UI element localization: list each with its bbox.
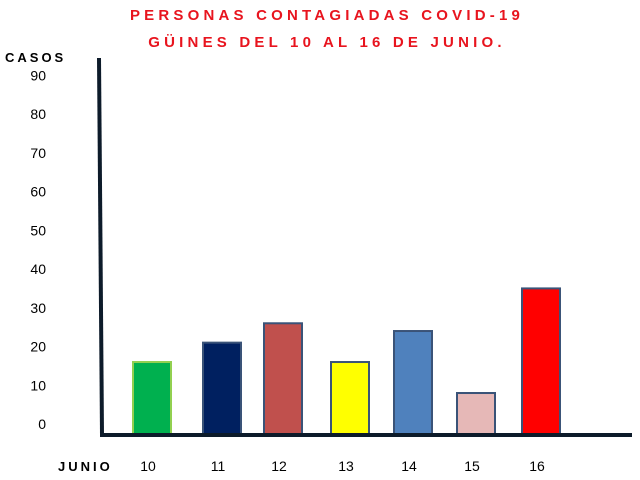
- bar-10: [132, 361, 172, 436]
- x-axis-title: JUNIO: [58, 459, 113, 474]
- x-tick-label: 14: [401, 458, 417, 474]
- chart-title-line-2: GÜINES DEL 10 AL 16 DE JUNIO.: [148, 34, 505, 51]
- y-axis-line: [97, 57, 104, 436]
- y-tick-label: 60: [30, 184, 46, 200]
- x-tick-label: 11: [211, 458, 226, 474]
- y-axis-ticks: 0 10 20 30 40 50 60 70 80 90: [30, 67, 46, 432]
- y-tick-label: 40: [30, 261, 46, 277]
- x-axis-ticks: 10 11 12 13 14 15 16: [140, 458, 545, 474]
- chart-title-line-1: PERSONAS CONTAGIADAS COVID-19: [130, 7, 524, 24]
- y-tick-label: 90: [30, 67, 46, 83]
- x-tick-label: 12: [271, 458, 287, 474]
- bar-13: [330, 361, 370, 436]
- y-tick-label: 0: [38, 416, 46, 432]
- bars-group: [132, 287, 561, 436]
- y-tick-label: 80: [30, 106, 46, 122]
- bar-15: [456, 392, 496, 436]
- bar-16: [521, 287, 561, 436]
- bar-14: [393, 330, 433, 436]
- y-axis-title: CASOS: [5, 50, 66, 65]
- y-tick-label: 50: [30, 222, 46, 238]
- x-tick-label: 15: [464, 458, 480, 474]
- x-tick-label: 13: [338, 458, 354, 474]
- bar-11: [202, 341, 242, 436]
- x-tick-label: 16: [529, 458, 545, 474]
- bar-12: [263, 322, 303, 436]
- x-tick-label: 10: [140, 458, 156, 474]
- y-tick-label: 10: [30, 377, 46, 393]
- y-tick-label: 20: [30, 339, 46, 355]
- y-tick-label: 30: [30, 300, 46, 316]
- y-tick-label: 70: [30, 145, 46, 161]
